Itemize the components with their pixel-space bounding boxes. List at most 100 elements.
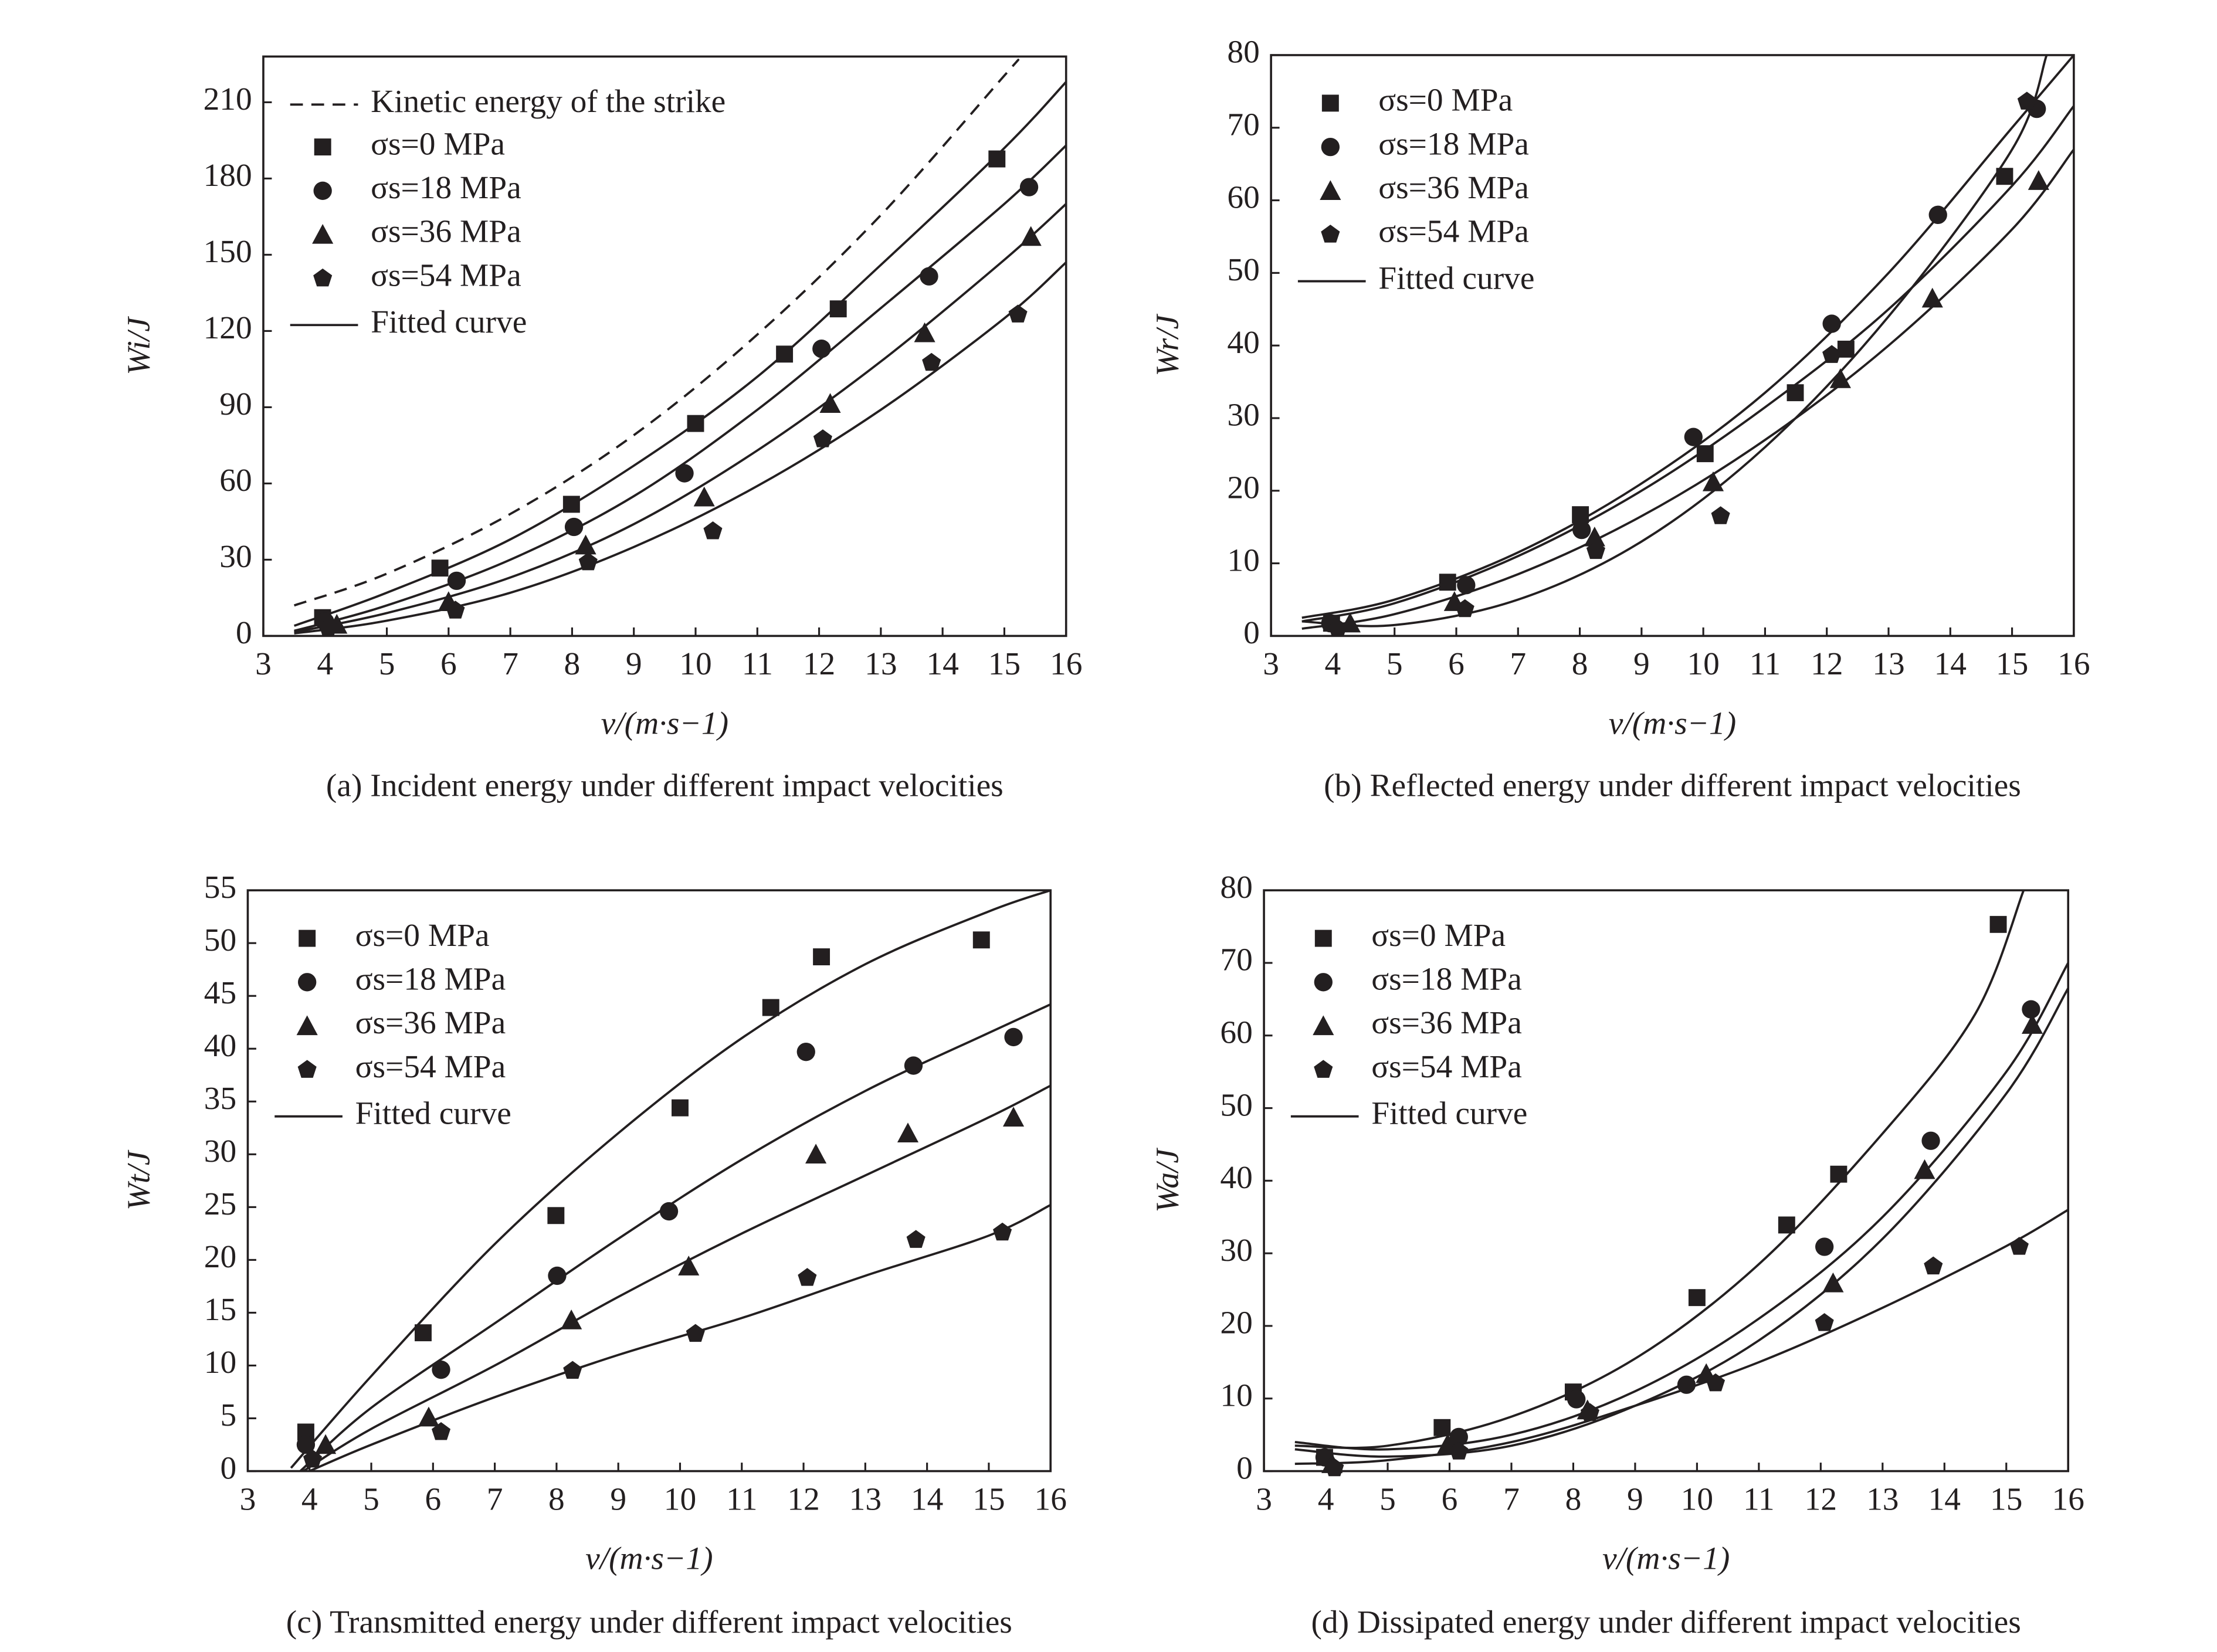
fitted-curve: [1301, 55, 2074, 619]
marker-triangle: [1320, 180, 1341, 200]
x-tick-label: 6: [1442, 1481, 1458, 1517]
marker-circle: [1567, 1390, 1586, 1409]
marker-triangle: [1020, 226, 1042, 246]
x-tick-label: 12: [787, 1481, 819, 1517]
marker-square: [314, 138, 331, 156]
marker-square: [547, 1207, 565, 1224]
y-tick-label: 20: [1227, 470, 1259, 506]
x-tick-label: 13: [1866, 1481, 1899, 1517]
marker-triangle: [1914, 1159, 1935, 1179]
fitted-curve: [1294, 962, 2069, 1451]
marker-square: [988, 150, 1006, 168]
y-tick-label: 10: [204, 1344, 236, 1380]
x-tick-label: 14: [1934, 646, 1967, 681]
marker-circle: [1321, 137, 1340, 157]
marker-circle: [1928, 205, 1947, 225]
x-tick-label: 3: [255, 646, 272, 681]
fitted-curve: [1301, 55, 2048, 627]
marker-square: [672, 1099, 689, 1117]
marker-pentagon: [1586, 541, 1605, 559]
marker-pentagon: [563, 1361, 582, 1379]
y-tick-label: 50: [204, 922, 236, 958]
panel: 3 4 5 6 7 8 9 10 11 12 13 14 15 160510152025303540455…: [120, 869, 1066, 1640]
x-tick-label: 11: [742, 646, 773, 681]
marker-triangle: [2021, 1014, 2043, 1034]
marker-pentagon: [906, 1230, 926, 1248]
marker-square: [431, 559, 449, 577]
marker-circle: [432, 1361, 450, 1379]
y-tick-label: 210: [204, 81, 252, 117]
marker-square: [1996, 168, 2013, 185]
marker-triangle: [1822, 1272, 1844, 1293]
y-tick-label: 40: [1220, 1159, 1252, 1195]
marker-square: [829, 300, 847, 318]
marker-circle: [1004, 1027, 1023, 1047]
x-axis-label: v/(m·s−1): [585, 1540, 713, 1576]
fitted-curve: [1301, 105, 2074, 623]
marker-circle: [1019, 178, 1039, 196]
marker-pentagon: [318, 618, 338, 636]
x-tick-label: 4: [1325, 646, 1341, 681]
marker-pentagon: [1314, 1060, 1333, 1078]
x-tick-label: 10: [664, 1481, 696, 1517]
x-tick-label: 12: [1805, 1481, 1837, 1517]
x-tick-label: 13: [1872, 646, 1904, 681]
legend-label: σs=0 MPa: [371, 125, 505, 161]
y-tick-label: 80: [1220, 869, 1252, 905]
x-tick-label: 5: [363, 1481, 379, 1517]
marker-triangle: [678, 1256, 700, 1276]
y-tick-label: 20: [1220, 1305, 1252, 1341]
y-tick-label: 10: [1227, 542, 1259, 578]
marker-pentagon: [922, 352, 941, 371]
marker-triangle: [693, 486, 715, 507]
marker-triangle: [1702, 471, 1724, 491]
legend-label: σs=0 MPa: [1378, 82, 1513, 118]
marker-square: [1837, 340, 1855, 358]
x-tick-label: 9: [610, 1481, 626, 1517]
panel-caption: (a) Incident energy under different impa…: [326, 767, 1004, 803]
marker-square: [687, 415, 704, 432]
x-tick-label: 11: [1743, 1481, 1774, 1517]
marker-triangle: [805, 1144, 827, 1163]
x-tick-label: 10: [679, 646, 711, 681]
marker-square: [299, 930, 316, 947]
panel-caption: (b) Reflected energy under different imp…: [1324, 767, 2021, 803]
x-tick-label: 6: [425, 1481, 441, 1517]
legend-label: Fitted curve: [1371, 1095, 1527, 1131]
y-tick-label: 0: [1236, 1450, 1253, 1485]
marker-square: [1439, 574, 1456, 591]
fitted-curve: [294, 144, 1066, 632]
marker-pentagon: [703, 521, 723, 540]
marker-square: [415, 1324, 432, 1342]
y-tick-label: 35: [204, 1080, 236, 1116]
legend-label: σs=54 MPa: [355, 1049, 506, 1084]
marker-pentagon: [2017, 91, 2036, 110]
marker-circle: [1449, 1427, 1468, 1447]
x-tick-label: 8: [1572, 646, 1588, 681]
marker-square: [1989, 915, 2007, 933]
x-tick-label: 3: [1256, 1481, 1272, 1517]
marker-square: [1688, 1289, 1706, 1307]
marker-pentagon: [798, 1268, 817, 1286]
x-tick-label: 6: [1448, 646, 1465, 681]
marker-pentagon: [1008, 304, 1028, 323]
x-tick-label: 14: [1928, 1481, 1961, 1517]
marker-circle: [548, 1266, 567, 1285]
y-axis-label: Wa/J: [1150, 1148, 1185, 1213]
y-tick-label: 120: [204, 310, 252, 345]
marker-circle: [675, 464, 694, 483]
x-tick-label: 7: [1510, 646, 1526, 681]
x-tick-label: 9: [626, 646, 642, 681]
fitted-curve: [294, 261, 1066, 635]
marker-pentagon: [578, 552, 598, 571]
marker-square: [1321, 94, 1339, 112]
y-tick-label: 50: [1227, 252, 1259, 287]
legend-label: σs=18 MPa: [1371, 961, 1522, 996]
y-tick-label: 10: [1220, 1377, 1252, 1413]
legend-label: σs=36 MPa: [1378, 169, 1529, 205]
marker-triangle: [561, 1309, 582, 1329]
y-tick-label: 40: [1227, 324, 1259, 360]
x-tick-label: 8: [564, 646, 581, 681]
x-tick-label: 15: [988, 646, 1021, 681]
